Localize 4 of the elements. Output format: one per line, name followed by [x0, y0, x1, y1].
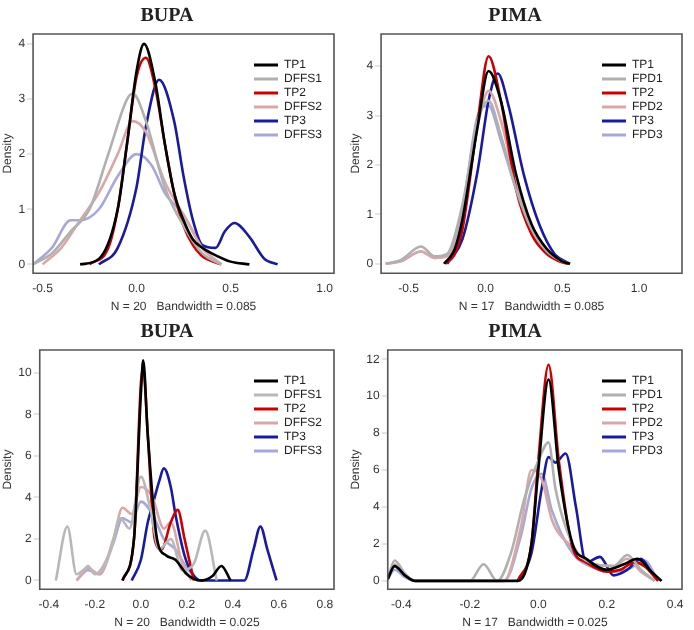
chart-title: PIMA — [488, 321, 544, 344]
chart-title: BUPA — [140, 321, 196, 344]
chart-title: BUPA — [140, 5, 196, 28]
chart-title: PIMA — [488, 5, 544, 28]
